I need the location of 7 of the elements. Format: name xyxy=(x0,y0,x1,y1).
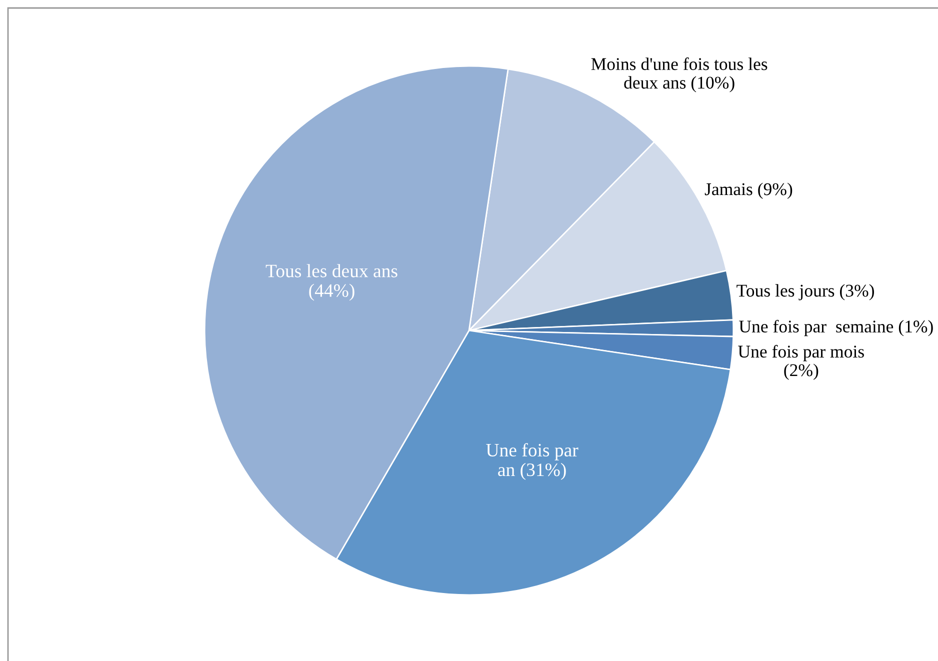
slice-label: Une fois par semaine (1%) xyxy=(739,320,933,336)
slice-label: Une fois par an (31%) xyxy=(486,443,578,480)
slice-label: Une fois par mois (2%) xyxy=(738,344,864,380)
slice-label: Tous les deux ans (44%) xyxy=(266,264,398,301)
slice-label: Tous les jours (3%) xyxy=(736,284,874,300)
slice-label: Moins d'une fois tous les deux ans (10%) xyxy=(591,57,768,92)
slice-label: Jamais (9%) xyxy=(704,182,792,199)
